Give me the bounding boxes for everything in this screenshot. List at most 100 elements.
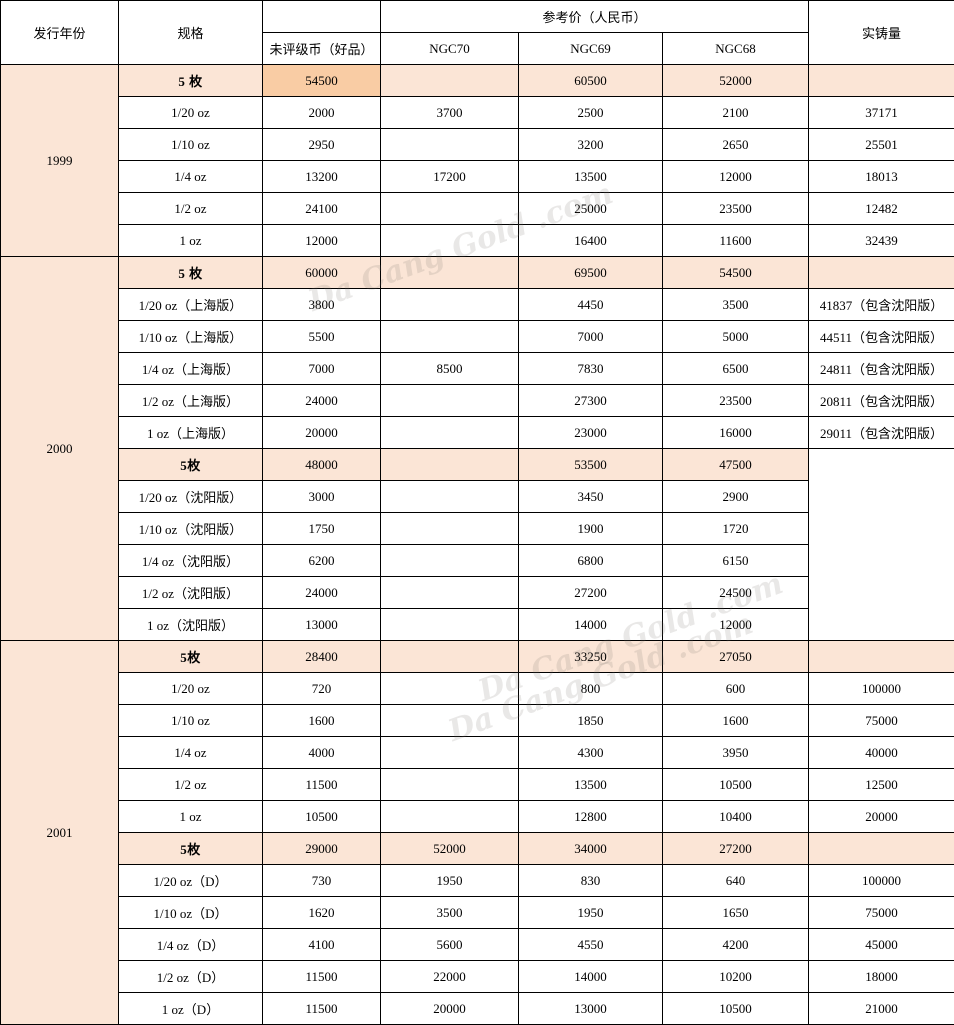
cell-ngc70: 22000 xyxy=(380,960,519,993)
cell-spec: 1 oz xyxy=(118,800,263,833)
cell-spec: 1 oz（沈阳版） xyxy=(118,608,263,641)
table-header: 发行年份 规格 参考价（人民币） 实铸量 未评级币（好品） NGC70 NGC6… xyxy=(0,0,954,65)
cell-ngc69: 6800 xyxy=(518,544,663,577)
cell-ngc68: 10200 xyxy=(661,960,810,993)
cell-ungraded: 1620 xyxy=(262,896,381,929)
cell-ngc69: 3200 xyxy=(518,128,663,161)
cell-ngc70 xyxy=(380,128,519,161)
cell-ngc70 xyxy=(380,800,519,833)
table-body: 1999 5 枚 54500 60500 52000 1/20 oz 2000 3700 250… xyxy=(0,64,954,1025)
cell-ngc69: 53500 xyxy=(518,448,663,481)
cell-mintage: 24811（包含沈阳版） xyxy=(808,352,954,385)
cell-ngc68: 23500 xyxy=(661,192,810,225)
table-row: 1 oz 10500 12800 10400 20000 xyxy=(1,800,954,833)
cell-ngc69: 13500 xyxy=(518,768,663,801)
table-row: 1/4 oz 4000 4300 3950 40000 xyxy=(1,736,954,769)
cell-ungraded: 20000 xyxy=(262,416,381,449)
cell-ngc70 xyxy=(380,320,519,353)
header-row-sub: 未评级币（好品） NGC70 NGC69 NGC68 xyxy=(1,32,954,65)
cell-mintage xyxy=(808,256,954,289)
cell-ngc68: 2900 xyxy=(661,480,810,513)
cell-mintage: 29011（包含沈阳版） xyxy=(808,416,954,449)
cell-year: 2000 xyxy=(0,256,119,641)
cell-ngc69: 830 xyxy=(518,864,663,897)
cell-ungraded: 24100 xyxy=(262,192,381,225)
cell-spec: 1/4 oz（沈阳版） xyxy=(118,544,263,577)
cell-spec: 5枚 xyxy=(118,448,263,481)
cell-ngc70: 3500 xyxy=(380,896,519,929)
table-row: 1 oz（上海版） 20000 23000 16000 29011（包含沈阳版） xyxy=(1,416,954,449)
table-row: 1/10 oz（D） 1620 3500 1950 1650 75000 xyxy=(1,896,954,929)
cell-ungraded: 11500 xyxy=(262,992,381,1025)
cell-spec: 1/10 oz xyxy=(118,128,263,161)
cell-spec: 5 枚 xyxy=(118,64,263,97)
table-row: 1/20 oz 2000 3700 2500 2100 37171 xyxy=(1,96,954,129)
table-row: 1 oz（D） 11500 20000 13000 10500 21000 xyxy=(1,992,954,1025)
cell-ngc69: 1900 xyxy=(518,512,663,545)
cell-ngc68: 52000 xyxy=(661,64,810,97)
table-row: 5枚 48000 53500 47500 xyxy=(1,448,954,641)
cell-ungraded: 6200 xyxy=(262,544,381,577)
cell-ngc69: 23000 xyxy=(518,416,663,449)
cell-ngc69: 7830 xyxy=(518,352,663,385)
cell-mintage: 20000 xyxy=(808,800,954,833)
cell-ungraded: 29000 xyxy=(262,832,381,865)
header-row-top: 发行年份 规格 参考价（人民币） 实铸量 xyxy=(0,0,954,65)
cell-ngc68: 27050 xyxy=(661,640,810,673)
cell-ngc69: 4300 xyxy=(518,736,663,769)
cell-ngc68: 11600 xyxy=(661,224,810,257)
cell-ungraded: 5500 xyxy=(262,320,381,353)
cell-spec: 1/2 oz xyxy=(118,192,263,225)
cell-ngc68: 47500 xyxy=(661,448,810,481)
cell-spec: 1/20 oz（沈阳版） xyxy=(118,480,263,513)
cell-spec: 1/10 oz xyxy=(118,704,263,737)
cell-ngc70: 17200 xyxy=(380,160,519,193)
table-row: 1/2 oz（D） 11500 22000 14000 10200 18000 xyxy=(1,960,954,993)
cell-ngc69: 4450 xyxy=(518,288,663,321)
cell-ngc69: 69500 xyxy=(518,256,663,289)
table-row: 1/20 oz 720 800 600 100000 xyxy=(1,672,954,705)
cell-mintage xyxy=(808,640,954,673)
cell-mintage xyxy=(808,832,954,865)
cell-ngc68: 24500 xyxy=(661,576,810,609)
cell-mintage: 21000 xyxy=(808,992,954,1025)
cell-mintage: 40000 xyxy=(808,736,954,769)
cell-ungraded: 24000 xyxy=(262,576,381,609)
cell-spec: 1 oz（上海版） xyxy=(118,416,263,449)
cell-ungraded: 3000 xyxy=(262,480,381,513)
cell-spec: 5枚 xyxy=(118,832,263,865)
cell-ngc70 xyxy=(380,576,519,609)
cell-spec: 1/20 oz（上海版） xyxy=(118,288,263,321)
cell-mintage: 25501 xyxy=(808,128,954,161)
cell-mintage: 100000 xyxy=(808,672,954,705)
cell-ungraded: 13000 xyxy=(262,608,381,641)
cell-ungraded: 24000 xyxy=(262,384,381,417)
cell-ngc70: 52000 xyxy=(380,832,519,865)
table-row: 5枚 29000 52000 34000 27200 xyxy=(1,832,954,865)
cell-ungraded: 2950 xyxy=(262,128,381,161)
cell-ngc70 xyxy=(380,512,519,545)
cell-ngc70 xyxy=(380,736,519,769)
table-row: 1 oz 12000 16400 11600 32439 xyxy=(1,224,954,257)
cell-mintage: 41837（包含沈阳版） xyxy=(808,288,954,321)
cell-spec: 1/20 oz xyxy=(118,96,263,129)
cell-ngc69: 25000 xyxy=(518,192,663,225)
cell-spec: 1/10 oz（上海版） xyxy=(118,320,263,353)
cell-ngc69: 2500 xyxy=(518,96,663,129)
cell-ngc68: 640 xyxy=(661,864,810,897)
cell-ngc70: 20000 xyxy=(380,992,519,1025)
table-row: 1/2 oz（沈阳版） 24000 27200 24500 xyxy=(1,576,954,609)
cell-ngc68: 2100 xyxy=(661,96,810,129)
cell-mintage: 100000 xyxy=(808,864,954,897)
cell-ngc69: 60500 xyxy=(518,64,663,97)
table-row: 1/10 oz 2950 3200 2650 25501 xyxy=(1,128,954,161)
cell-mintage xyxy=(808,64,954,97)
table-row: 1/20 oz（沈阳版） 3000 3450 2900 xyxy=(1,480,954,513)
cell-spec: 1/2 oz xyxy=(118,768,263,801)
cell-ngc69: 33250 xyxy=(518,640,663,673)
cell-ngc70 xyxy=(380,192,519,225)
cell-ungraded: 720 xyxy=(262,672,381,705)
cell-spec: 1/10 oz（沈阳版） xyxy=(118,512,263,545)
cell-ngc70 xyxy=(380,448,519,481)
table-row: 2000 5 枚 60000 69500 54500 xyxy=(0,256,954,641)
